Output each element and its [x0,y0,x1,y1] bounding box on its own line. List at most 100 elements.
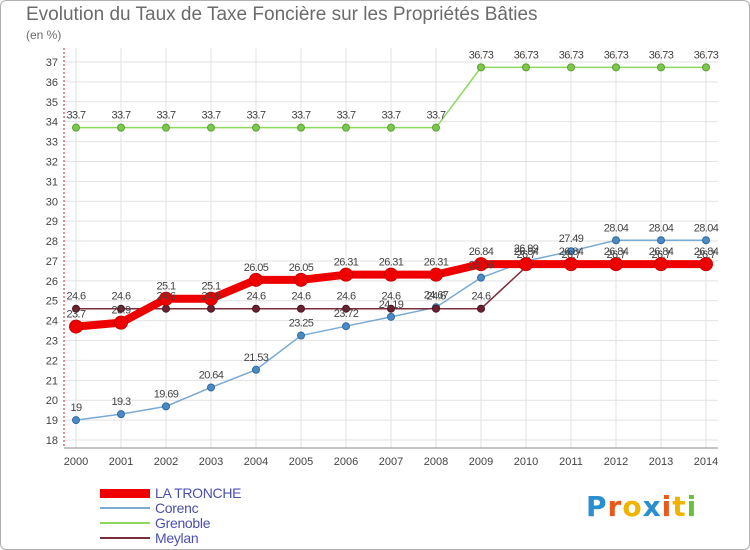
data-label-grenoble: 36.73 [469,49,494,61]
data-point-meylan [207,304,215,313]
data-point-la-tronche [519,257,533,272]
chart-title: Evolution du Taux de Taxe Foncière sur l… [26,4,538,25]
data-point-grenoble [477,63,485,72]
y-tick-label: 31 [46,176,58,188]
data-point-grenoble [522,63,530,72]
data-label-grenoble: 36.73 [514,49,539,61]
data-point-la-tronche [339,267,353,282]
y-tick-label: 27 [46,256,58,268]
data-point-grenoble [387,123,395,132]
legend-swatch [100,488,150,498]
data-label-grenoble: 36.73 [694,49,719,61]
data-point-la-tronche [609,257,623,272]
data-point-la-tronche [69,319,83,334]
data-point-corenc [252,365,260,374]
data-label-corenc: 20.64 [199,369,224,381]
data-point-grenoble [432,123,440,132]
data-point-meylan [477,304,485,313]
data-label-corenc: 28.04 [694,222,719,234]
data-point-grenoble [207,123,215,132]
y-tick-label: 30 [46,196,58,208]
x-tick-label: 2002 [154,456,178,468]
data-point-la-tronche [384,267,398,282]
x-tick-label: 2007 [379,456,403,468]
data-label-corenc: 27.49 [559,233,584,245]
x-tick-label: 2001 [109,456,133,468]
proxiti-logo: Proxiti [586,490,698,523]
data-label-meylan: 24.6 [111,291,130,303]
x-tick-label: 2008 [424,456,448,468]
y-tick-label: 19 [46,415,58,427]
x-tick-label: 2004 [244,456,268,468]
x-tick-label: 2011 [559,456,583,468]
legend-item-la-tronche: LA TRONCHE [100,485,242,501]
data-label-grenoble: 33.7 [246,110,265,122]
data-label-meylan: 24.6 [336,291,355,303]
data-label-corenc: 26.16 [469,260,494,272]
data-label-corenc: 28.04 [604,222,629,234]
data-point-la-tronche [429,267,443,282]
data-label-meylan: 26.7 [696,249,715,261]
legend-swatch [100,507,150,509]
data-point-meylan [387,304,395,313]
legend-swatch [100,537,150,539]
data-label-la-tronche: 23.9 [111,305,130,317]
data-point-corenc [162,402,170,411]
data-point-corenc [612,236,620,245]
data-label-meylan: 24.6 [381,291,400,303]
data-point-la-tronche [564,257,578,272]
data-point-la-tronche [159,291,173,306]
data-label-meylan: 26.7 [516,249,535,261]
y-tick-label: 32 [46,156,58,168]
data-point-corenc [207,383,215,392]
data-point-corenc [477,273,485,282]
y-tick-label: 35 [46,97,58,109]
data-point-corenc [72,416,80,425]
y-tick-label: 26 [46,276,58,288]
x-tick-label: 2000 [64,456,88,468]
data-point-corenc [342,322,350,331]
data-point-la-tronche [654,257,668,272]
y-tick-label: 36 [46,77,58,89]
legend-label: Corenc [155,500,199,516]
y-tick-label: 28 [46,236,58,248]
legend-item-meylan: Meylan [100,530,199,546]
data-label-corenc: 19.3 [111,396,130,408]
data-label-corenc: 23.72 [334,308,359,320]
y-tick-label: 21 [46,375,58,387]
x-tick-label: 2010 [514,456,538,468]
y-tick-label: 34 [46,117,58,129]
data-label-corenc: 21.53 [244,352,269,364]
x-tick-label: 2005 [289,456,313,468]
data-point-corenc [567,247,575,256]
data-label-la-tronche: 26.05 [289,262,314,274]
data-label-la-tronche: 26.31 [379,257,404,269]
y-tick-label: 37 [46,57,58,69]
data-label-la-tronche: 23.7 [66,309,85,321]
data-label-meylan: 24.6 [246,291,265,303]
y-tick-label: 18 [46,435,58,447]
data-point-grenoble [297,123,305,132]
data-point-corenc [387,312,395,321]
data-label-grenoble: 33.7 [66,110,85,122]
data-label-la-tronche: 26.84 [604,246,629,258]
x-tick-label: 2012 [604,456,628,468]
data-label-corenc: 28.04 [649,222,674,234]
data-point-la-tronche [204,291,218,306]
data-point-grenoble [612,63,620,72]
data-label-la-tronche: 26.31 [424,257,449,269]
data-point-corenc [702,236,710,245]
y-tick-label: 29 [46,216,58,228]
x-tick-label: 2009 [469,456,493,468]
x-tick-label: 2003 [199,456,223,468]
data-label-corenc: 19.69 [154,388,179,400]
data-label-grenoble: 33.7 [381,110,400,122]
y-tick-label: 33 [46,137,58,149]
data-label-grenoble: 33.7 [156,110,175,122]
legend-item-grenoble: Grenoble [100,515,211,531]
data-point-la-tronche [474,257,488,272]
data-label-meylan: 24.6 [291,291,310,303]
data-label-meylan: 24.6 [471,291,490,303]
data-label-la-tronche: 26.84 [469,246,494,258]
